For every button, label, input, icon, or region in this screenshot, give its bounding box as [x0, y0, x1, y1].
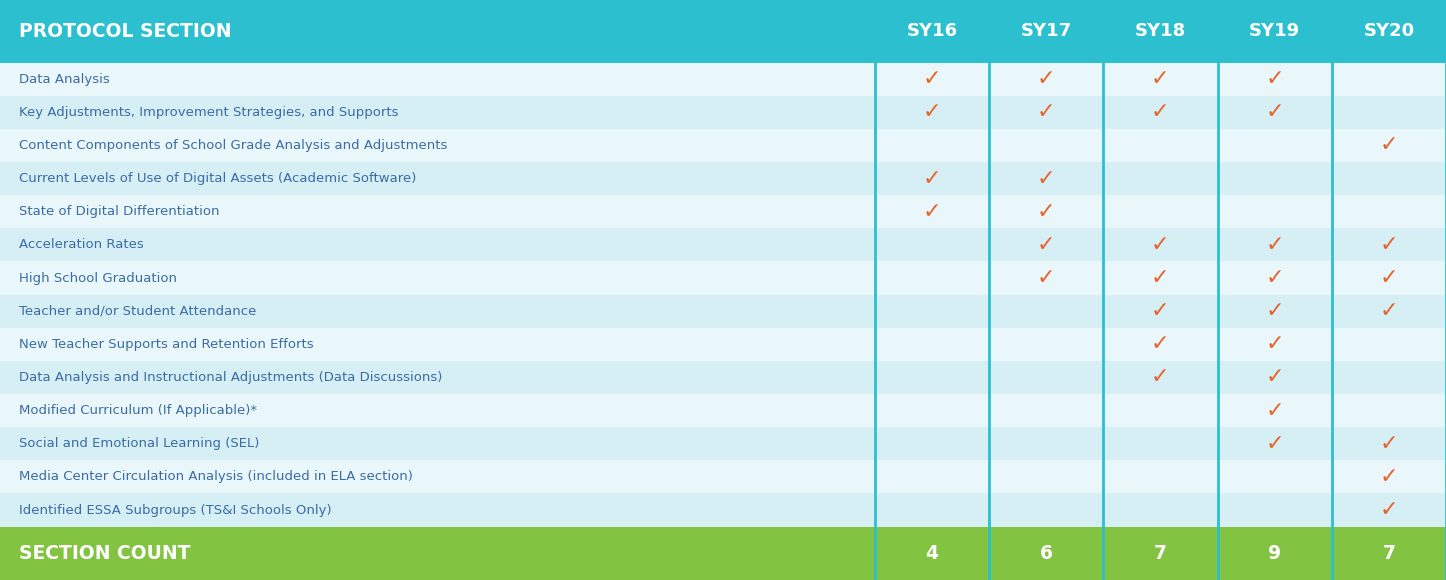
- Text: ✓: ✓: [1151, 334, 1170, 354]
- Text: ✓: ✓: [1379, 467, 1398, 487]
- Bar: [0, 427, 1446, 461]
- Bar: [0, 229, 1446, 262]
- Text: ✓: ✓: [1265, 434, 1284, 454]
- Text: ✓: ✓: [1265, 334, 1284, 354]
- Text: ✓: ✓: [1379, 301, 1398, 321]
- Text: 9: 9: [1268, 544, 1281, 563]
- Text: ✓: ✓: [923, 102, 941, 122]
- Bar: [0, 162, 1446, 195]
- Text: ✓: ✓: [1151, 102, 1170, 122]
- Bar: [0, 63, 1446, 96]
- Bar: [0, 494, 1446, 527]
- Text: ✓: ✓: [923, 169, 941, 189]
- Text: Media Center Circulation Analysis (included in ELA section): Media Center Circulation Analysis (inclu…: [19, 470, 412, 483]
- Text: ✓: ✓: [1037, 202, 1056, 222]
- Text: ✓: ✓: [923, 69, 941, 89]
- Bar: [0, 295, 1446, 328]
- Text: ✓: ✓: [1265, 69, 1284, 89]
- Text: ✓: ✓: [1265, 102, 1284, 122]
- Text: ✓: ✓: [1151, 301, 1170, 321]
- Text: ✓: ✓: [1151, 368, 1170, 387]
- Text: ✓: ✓: [1037, 102, 1056, 122]
- Bar: [0, 96, 1446, 129]
- Text: Key Adjustments, Improvement Strategies, and Supports: Key Adjustments, Improvement Strategies,…: [19, 106, 398, 119]
- Text: Modified Curriculum (If Applicable)*: Modified Curriculum (If Applicable)*: [19, 404, 257, 417]
- Bar: [0, 394, 1446, 427]
- Text: ✓: ✓: [1265, 235, 1284, 255]
- Text: ✓: ✓: [1379, 268, 1398, 288]
- Text: SECTION COUNT: SECTION COUNT: [19, 544, 191, 563]
- Text: ✓: ✓: [1037, 169, 1056, 189]
- Text: SY16: SY16: [907, 22, 957, 41]
- Text: 7: 7: [1154, 544, 1167, 563]
- Bar: [0, 461, 1446, 494]
- Text: 4: 4: [925, 544, 938, 563]
- Text: Acceleration Rates: Acceleration Rates: [19, 238, 143, 251]
- Text: Current Levels of Use of Digital Assets (Academic Software): Current Levels of Use of Digital Assets …: [19, 172, 416, 185]
- Text: Teacher and/or Student Attendance: Teacher and/or Student Attendance: [19, 304, 256, 318]
- Bar: [0, 195, 1446, 229]
- Text: ✓: ✓: [1037, 69, 1056, 89]
- Bar: [0, 129, 1446, 162]
- Text: ✓: ✓: [1265, 268, 1284, 288]
- Text: ✓: ✓: [1151, 69, 1170, 89]
- Text: Data Analysis: Data Analysis: [19, 72, 110, 86]
- Text: New Teacher Supports and Retention Efforts: New Teacher Supports and Retention Effor…: [19, 338, 314, 351]
- Text: SY19: SY19: [1249, 22, 1300, 41]
- Text: PROTOCOL SECTION: PROTOCOL SECTION: [19, 22, 231, 41]
- Text: ✓: ✓: [1151, 235, 1170, 255]
- Text: High School Graduation: High School Graduation: [19, 271, 176, 285]
- Bar: [0, 328, 1446, 361]
- Text: 7: 7: [1382, 544, 1395, 563]
- Bar: [0, 361, 1446, 394]
- Text: ✓: ✓: [1037, 268, 1056, 288]
- Bar: [0, 527, 1446, 580]
- Text: Content Components of School Grade Analysis and Adjustments: Content Components of School Grade Analy…: [19, 139, 447, 152]
- Bar: [0, 0, 1446, 63]
- Text: 6: 6: [1040, 544, 1053, 563]
- Text: SY17: SY17: [1021, 22, 1071, 41]
- Text: ✓: ✓: [923, 202, 941, 222]
- Bar: [0, 262, 1446, 295]
- Text: ✓: ✓: [1265, 301, 1284, 321]
- Text: ✓: ✓: [1379, 500, 1398, 520]
- Text: SY18: SY18: [1135, 22, 1186, 41]
- Text: Social and Emotional Learning (SEL): Social and Emotional Learning (SEL): [19, 437, 259, 450]
- Text: ✓: ✓: [1151, 268, 1170, 288]
- Text: ✓: ✓: [1379, 434, 1398, 454]
- Text: ✓: ✓: [1265, 368, 1284, 387]
- Text: ✓: ✓: [1379, 136, 1398, 155]
- Text: ✓: ✓: [1265, 401, 1284, 420]
- Text: Data Analysis and Instructional Adjustments (Data Discussions): Data Analysis and Instructional Adjustme…: [19, 371, 442, 384]
- Text: Identified ESSA Subgroups (TS&I Schools Only): Identified ESSA Subgroups (TS&I Schools …: [19, 503, 331, 517]
- Text: State of Digital Differentiation: State of Digital Differentiation: [19, 205, 220, 218]
- Text: ✓: ✓: [1379, 235, 1398, 255]
- Text: SY20: SY20: [1364, 22, 1414, 41]
- Text: ✓: ✓: [1037, 235, 1056, 255]
